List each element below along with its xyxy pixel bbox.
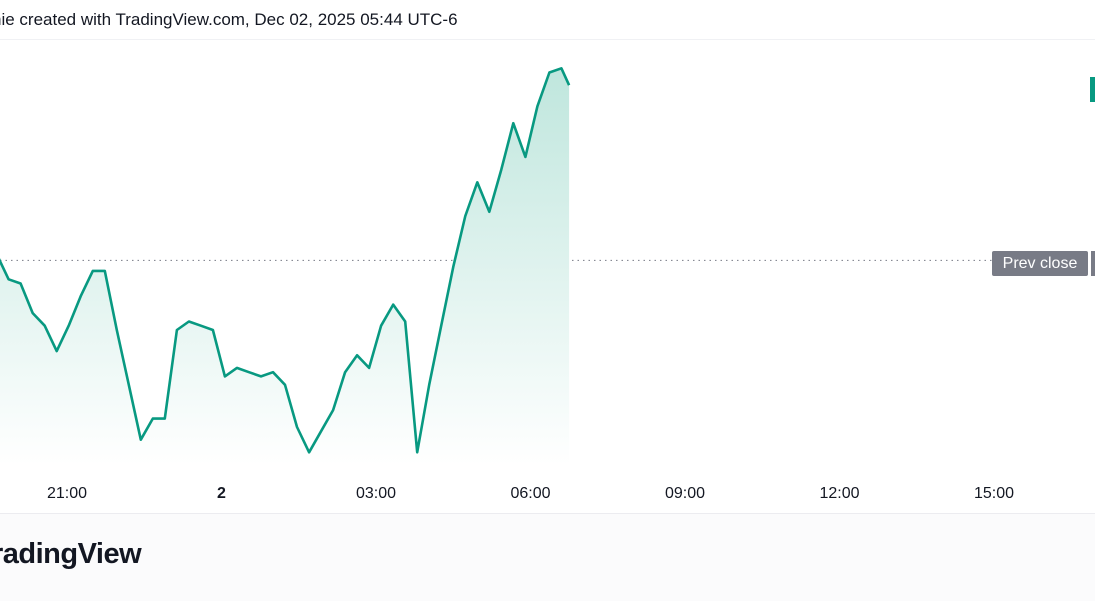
x-tick-label: 06:00 [510,485,550,502]
tradingview-logo: radingView [0,538,142,570]
price-area [0,68,570,465]
chart-caption: nie created with TradingView.com, Dec 02… [0,10,458,29]
x-tick-label: 12:00 [819,485,859,502]
footer [0,513,1095,601]
x-tick-label: 15:00 [974,485,1014,502]
price-line [0,67,571,454]
x-tick-label: 2 [217,485,226,502]
prev-close-price-tag [1091,251,1095,276]
x-tick-label: 09:00 [665,485,705,502]
x-tick-label: 21:00 [47,485,87,502]
last-price-tag [1090,77,1095,102]
x-tick-label: 03:00 [356,485,396,502]
price-chart: 21:00 2 03:00 06:00 09:00 12:00 15:00 [0,39,1095,502]
prev-close-badge: Prev close [992,251,1088,276]
x-axis: 21:00 2 03:00 06:00 09:00 12:00 15:00 [47,485,1014,502]
